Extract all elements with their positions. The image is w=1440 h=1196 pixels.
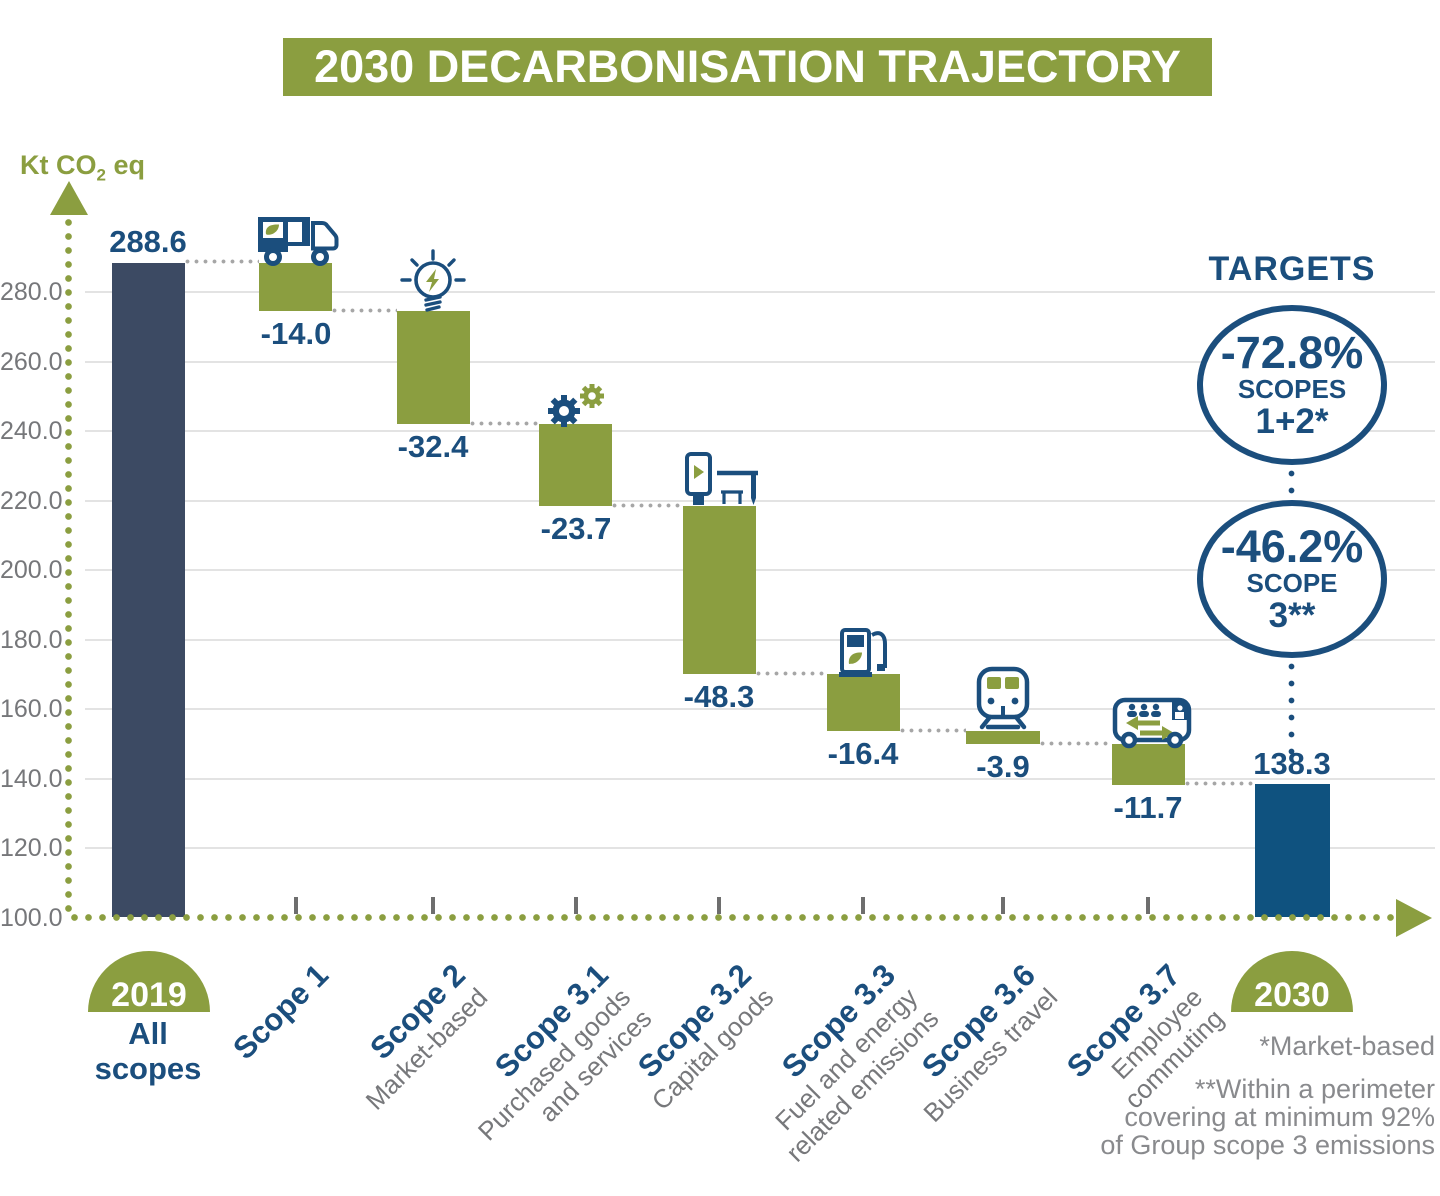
footnote-perimeter: covering at minimum 92% xyxy=(1124,1102,1435,1132)
y-tick-label: 120.0 xyxy=(0,834,63,862)
x-label-all-scopes: All scopes xyxy=(94,1016,202,1086)
y-tick-label: 240.0 xyxy=(0,417,63,445)
connector-dots xyxy=(470,421,539,426)
value-label-scope-2: -32.4 xyxy=(397,429,469,464)
x-tick xyxy=(1001,897,1005,914)
connector-dots xyxy=(756,671,827,676)
gridline-220 xyxy=(85,500,1435,502)
bar-scope-3-1 xyxy=(539,424,612,506)
bar-scope-3-7 xyxy=(1112,744,1185,785)
target-label: SCOPE xyxy=(1246,567,1338,598)
gridline-280 xyxy=(85,291,1435,293)
gridline-120 xyxy=(85,847,1435,849)
value-label-scope-3-1: -23.7 xyxy=(540,511,612,546)
x-tick xyxy=(294,897,298,914)
connector-dots xyxy=(900,728,966,733)
bar-scope-3-6 xyxy=(966,731,1040,744)
y-tick-label: 160.0 xyxy=(0,695,63,723)
x-tick xyxy=(431,897,435,914)
chart-title: 2030 DECARBONISATION TRAJECTORY xyxy=(283,38,1212,96)
x-axis-dotted-line xyxy=(70,913,1398,922)
value-label-scope-3-6: -3.9 xyxy=(976,749,1030,784)
bar-2030 xyxy=(1255,784,1330,917)
x-axis-arrow-icon xyxy=(1396,899,1432,937)
lightbulb-icon xyxy=(400,249,466,312)
bar-scope-3-2 xyxy=(683,506,756,674)
value-label-scope-3-3: -16.4 xyxy=(827,736,899,771)
target-label: 3** xyxy=(1268,595,1316,635)
train-icon xyxy=(976,666,1030,730)
bar-2019-all-scopes xyxy=(112,263,185,917)
target-label: SCOPES xyxy=(1237,373,1347,404)
bar-scope-1 xyxy=(259,263,332,311)
target-value: -72.8% xyxy=(1220,326,1364,378)
value-label-scope-3-2: -48.3 xyxy=(683,679,755,714)
bar-scope-3-3 xyxy=(827,674,900,731)
target-connector-dots xyxy=(1288,470,1295,498)
y-tick-label: 100.0 xyxy=(0,904,63,932)
connector-dots xyxy=(612,503,683,508)
value-label-scope-3-7: -11.7 xyxy=(1113,790,1183,825)
target-connector-dots xyxy=(1288,663,1295,763)
fuel-pump-icon xyxy=(839,628,887,677)
value-label-scope-1: -14.0 xyxy=(260,316,332,351)
y-tick-label: 180.0 xyxy=(0,626,63,654)
gridline-160 xyxy=(85,708,1435,710)
connector-dots xyxy=(1185,781,1255,786)
y-axis-unit-label: Kt CO2 eq xyxy=(20,150,145,185)
year-badge-2019: 2019 xyxy=(88,951,210,1014)
target-scopes-1-2: -72.8% SCOPES 1+2* xyxy=(1197,305,1387,465)
y-tick-label: 220.0 xyxy=(0,487,63,515)
y-tick-label: 260.0 xyxy=(0,348,63,376)
gridline-240 xyxy=(85,430,1435,432)
connector-dots xyxy=(1040,741,1112,746)
year-badge-2030: 2030 xyxy=(1231,951,1353,1014)
delivery-truck-icon xyxy=(258,217,339,266)
connector-dots xyxy=(332,308,397,313)
x-tick xyxy=(861,897,865,914)
footnote-market-based: *Market-based xyxy=(1259,1031,1435,1061)
value-label-2019: 288.6 xyxy=(109,224,187,259)
target-value: -46.2% xyxy=(1220,520,1364,572)
y-axis-arrow-icon xyxy=(50,181,88,215)
x-tick xyxy=(574,897,578,914)
gridline-260 xyxy=(85,361,1435,363)
footnote-perimeter: of Group scope 3 emissions xyxy=(1100,1130,1435,1160)
bus-icon xyxy=(1112,697,1192,749)
footnote-perimeter: **Within a perimeter xyxy=(1194,1074,1435,1104)
gridline-200 xyxy=(85,569,1435,571)
footnotes: *Market-based **Within a perimeter cover… xyxy=(900,1032,1435,1159)
gridline-180 xyxy=(85,639,1435,641)
x-tick xyxy=(1146,897,1150,914)
bar-scope-2 xyxy=(397,311,470,424)
target-scope-3: -46.2% SCOPE 3** xyxy=(1197,500,1387,658)
gridline-140 xyxy=(85,778,1435,780)
y-axis-dotted-line xyxy=(64,218,73,918)
x-tick xyxy=(717,897,721,914)
y-tick-label: 200.0 xyxy=(0,556,63,584)
target-label: 1+2* xyxy=(1255,401,1329,441)
y-tick-label: 140.0 xyxy=(0,765,63,793)
y-tick-label: 280.0 xyxy=(0,278,63,306)
connector-dots xyxy=(185,259,259,264)
targets-heading: TARGETS xyxy=(1208,250,1376,288)
gears-icon xyxy=(548,384,604,427)
display-desk-icon xyxy=(685,452,758,505)
